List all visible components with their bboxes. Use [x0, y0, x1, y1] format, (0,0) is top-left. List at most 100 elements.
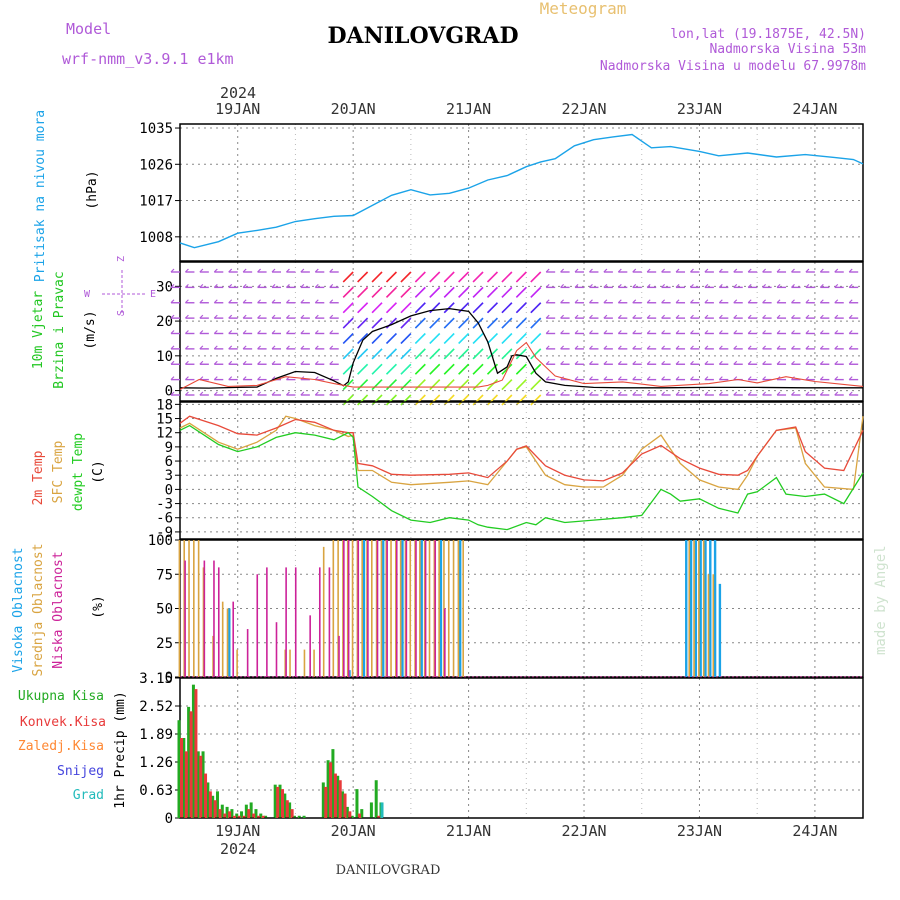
wind-arrow-head [501, 386, 506, 390]
wind-arrow-head [805, 330, 810, 334]
wind-arrow-head [371, 355, 376, 360]
wind-arrow-head [776, 360, 781, 365]
temp-ylabel-dewpt: dewpt Temp [71, 433, 86, 511]
conv-precip-bar [237, 815, 241, 818]
total-precip-bar [278, 784, 282, 818]
wind-arrow-head [242, 268, 247, 273]
year-label-bottom: 2024 [220, 840, 256, 858]
wind-arrow-head [805, 345, 810, 350]
wind-arrow-head [762, 391, 767, 396]
wind-arrow-head [501, 309, 506, 314]
total-precip-bar [254, 809, 258, 818]
wind-arrow-head [228, 391, 233, 396]
wind-arrow-head [314, 268, 319, 273]
wind-arrow-head [242, 391, 247, 396]
wind-arrow-head [661, 299, 666, 304]
total-precip-bar [273, 784, 277, 818]
wind-arrow-head [834, 330, 839, 334]
total-precip-bar [302, 815, 306, 818]
wind-arrow-head [690, 360, 694, 365]
wind-arrow-head [733, 268, 738, 273]
conv-precip-bar [208, 791, 212, 818]
bottom-date-tick-label: 20JAN [331, 822, 376, 840]
wind-arrow-head [371, 278, 376, 283]
wind-arrow-head [848, 268, 853, 273]
wind-arrow-head [314, 376, 319, 381]
wind-arrow-head [776, 314, 781, 319]
wind-arrow-head [747, 330, 752, 334]
wind-arrow-head [271, 376, 276, 381]
total-precip-bar [360, 809, 364, 818]
wind-arrow-head [342, 278, 347, 283]
wind-arrow-head [776, 283, 781, 288]
wind-arrow-head [762, 376, 767, 381]
wind-arrow-head [646, 268, 651, 273]
wind-arrow-head [704, 376, 709, 381]
wind-arrow-head [603, 330, 608, 334]
y-tick-label: 1.89 [139, 727, 173, 743]
wind-arrow-head [286, 314, 290, 319]
wind-arrow-head [791, 299, 795, 304]
wind-arrow-head [185, 268, 189, 273]
total-precip-bar [297, 815, 301, 818]
wind-arrow-head [329, 391, 334, 396]
wind-arrow-head [414, 309, 419, 314]
conv-precip-bar [180, 738, 183, 818]
wind-arrow-head [400, 293, 405, 298]
wind-arrow-head [286, 299, 290, 304]
y-tick-label: 100 [148, 533, 173, 549]
wind-arrow-head [185, 391, 189, 396]
wind-arrow-head [704, 314, 709, 319]
wind-panel: 0 10 20 30 [156, 261, 864, 406]
wind-arrow-head [357, 339, 362, 344]
top-date-tick-label: 19JAN [215, 100, 260, 118]
wind-arrow-head [646, 376, 651, 381]
wind-arrow-head [472, 309, 477, 314]
watermark: made by Angel [873, 545, 889, 655]
conv-precip-bar [276, 786, 280, 818]
y-tick-label: 1008 [139, 230, 173, 246]
wind-arrow-head [661, 268, 666, 273]
wind-arrow-head [733, 345, 738, 350]
wind-arrow-head [300, 314, 305, 319]
legend-hail: Grad [73, 788, 104, 803]
wind-arrow-head [342, 355, 347, 360]
wind-arrow-head [386, 278, 390, 283]
wind-arrow-head [271, 391, 276, 396]
conv-precip-bar [290, 809, 294, 818]
wind-arrow-head [257, 283, 262, 288]
wind-arrow-head [661, 360, 666, 365]
total-precip-bar [177, 720, 181, 818]
wind-arrow-head [443, 339, 448, 344]
total-precip-bar [288, 802, 292, 818]
wind-arrow-head [357, 370, 362, 375]
wind-arrow-head [704, 268, 709, 273]
wind-arrow-head [386, 339, 390, 344]
total-precip-bar [321, 782, 325, 818]
wind-arrow-head [472, 324, 477, 329]
wind-arrow-head [589, 283, 593, 288]
wind-arrow-head [762, 314, 767, 319]
wind-arrow-head [690, 299, 694, 304]
wind-arrow-head [819, 283, 824, 288]
wind-arrow-head [271, 345, 276, 350]
chart-title: DANILOVGRAD [327, 23, 518, 49]
wind-arrow-head [170, 360, 175, 365]
wind-arrow-head [718, 268, 723, 273]
wind-arrow-head [213, 283, 218, 288]
wind-arrow-head [632, 391, 637, 396]
wind-arrow-head [805, 314, 810, 319]
total-precip-bar [292, 815, 296, 818]
top-date-tick-label: 22JAN [561, 100, 606, 118]
wind-arrow-head [617, 345, 622, 350]
wind-arrow-head [414, 355, 419, 360]
wind-arrow-head [589, 376, 593, 381]
wind-arrow-head [704, 345, 709, 350]
total-precip-bar [249, 802, 253, 818]
wind-arrow-head [733, 376, 738, 381]
wind-arrow-head [834, 283, 839, 288]
wind-arrow-head [530, 370, 535, 375]
temp-unit: (C) [91, 460, 106, 483]
wind-arrow-head [228, 330, 233, 334]
wind-arrow-head [632, 314, 637, 319]
